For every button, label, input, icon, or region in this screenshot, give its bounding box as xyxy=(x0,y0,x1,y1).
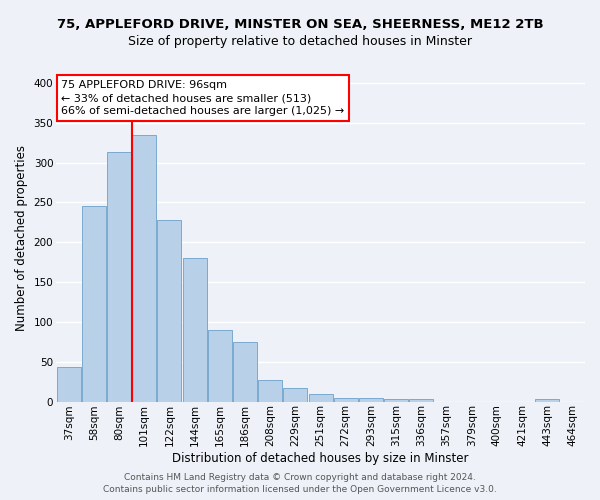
Bar xyxy=(132,134,156,402)
Bar xyxy=(233,342,257,402)
Y-axis label: Number of detached properties: Number of detached properties xyxy=(15,146,28,332)
Text: 75 APPLEFORD DRIVE: 96sqm
← 33% of detached houses are smaller (513)
66% of semi: 75 APPLEFORD DRIVE: 96sqm ← 33% of detac… xyxy=(61,80,344,116)
Bar xyxy=(208,330,232,402)
Bar xyxy=(82,206,106,402)
Text: 75, APPLEFORD DRIVE, MINSTER ON SEA, SHEERNESS, ME12 2TB: 75, APPLEFORD DRIVE, MINSTER ON SEA, SHE… xyxy=(56,18,544,30)
Text: Size of property relative to detached houses in Minster: Size of property relative to detached ho… xyxy=(128,35,472,48)
Text: Contains HM Land Registry data © Crown copyright and database right 2024.
Contai: Contains HM Land Registry data © Crown c… xyxy=(103,473,497,494)
X-axis label: Distribution of detached houses by size in Minster: Distribution of detached houses by size … xyxy=(172,452,469,465)
Bar xyxy=(157,220,181,402)
Bar xyxy=(57,368,80,402)
Bar xyxy=(258,380,282,402)
Bar xyxy=(308,394,332,402)
Bar xyxy=(535,399,559,402)
Bar xyxy=(334,398,358,402)
Bar xyxy=(409,399,433,402)
Bar xyxy=(182,258,206,402)
Bar xyxy=(107,152,131,402)
Bar xyxy=(384,399,408,402)
Bar xyxy=(359,398,383,402)
Bar xyxy=(283,388,307,402)
